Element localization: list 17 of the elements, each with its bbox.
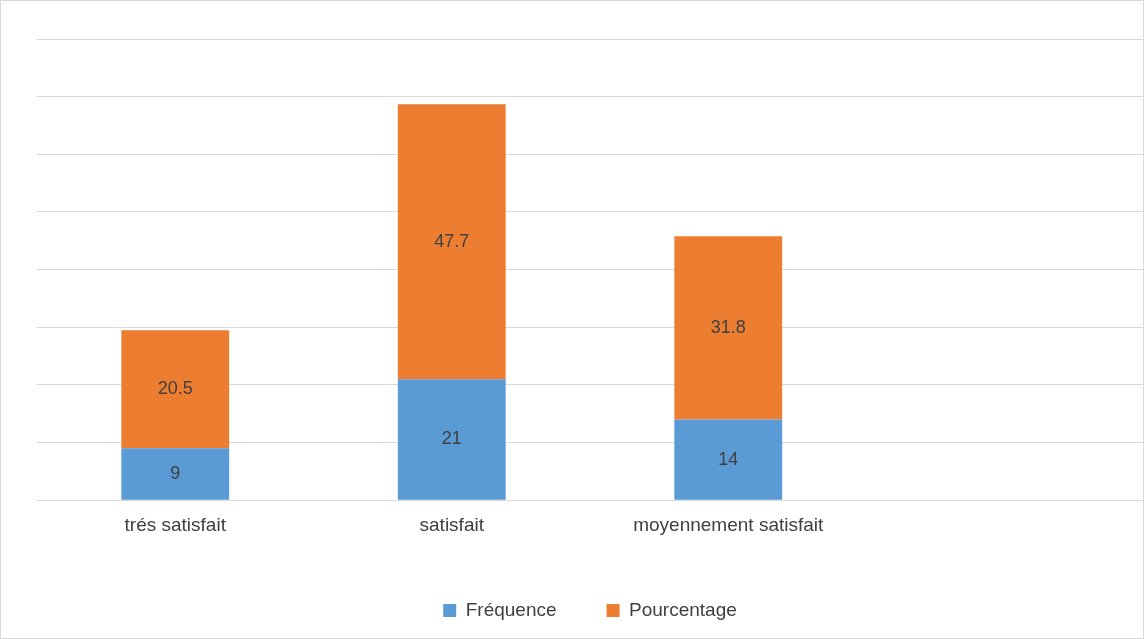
legend-label: Pourcentage <box>629 598 737 620</box>
bar <box>674 236 783 420</box>
x-tick-label: trés satisfait <box>124 513 227 535</box>
data-label: 20.5 <box>157 378 193 399</box>
bar <box>674 419 783 500</box>
bar <box>397 104 506 380</box>
bar <box>397 379 506 500</box>
data-label: 47.7 <box>434 230 470 251</box>
legend-label: Fréquence <box>465 598 557 620</box>
bar <box>121 330 230 449</box>
x-tick-label: moyennement satisfait <box>633 513 825 535</box>
data-label: 21 <box>441 428 462 449</box>
x-tick-label: satisfait <box>419 513 485 535</box>
data-label: 31.8 <box>710 316 746 337</box>
data-label: 9 <box>170 462 181 483</box>
bar <box>121 448 230 500</box>
data-label: 14 <box>718 448 739 469</box>
